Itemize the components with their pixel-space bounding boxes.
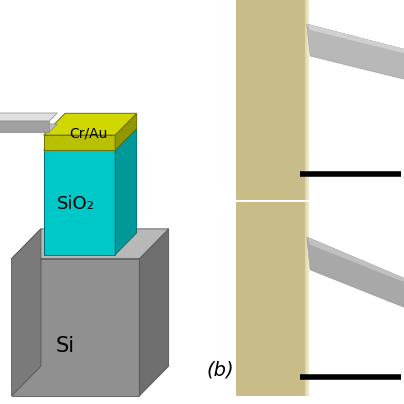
Polygon shape bbox=[307, 237, 404, 309]
Text: Si: Si bbox=[56, 337, 75, 356]
Polygon shape bbox=[12, 229, 168, 259]
Text: Cr/Au: Cr/Au bbox=[69, 126, 107, 141]
Polygon shape bbox=[307, 24, 404, 80]
Polygon shape bbox=[139, 229, 168, 396]
Polygon shape bbox=[307, 24, 404, 54]
Polygon shape bbox=[115, 128, 137, 255]
Polygon shape bbox=[0, 124, 57, 132]
Bar bbox=[305, 202, 309, 396]
Bar bbox=[236, 0, 307, 200]
Bar bbox=[236, 202, 307, 396]
Polygon shape bbox=[44, 135, 115, 150]
Polygon shape bbox=[44, 128, 137, 150]
Polygon shape bbox=[0, 113, 57, 121]
Bar bbox=[305, 0, 309, 200]
Polygon shape bbox=[115, 113, 137, 150]
Polygon shape bbox=[0, 121, 49, 132]
Text: SiO₂: SiO₂ bbox=[57, 195, 95, 213]
Polygon shape bbox=[307, 237, 404, 284]
Polygon shape bbox=[12, 229, 41, 396]
Polygon shape bbox=[12, 259, 139, 396]
Polygon shape bbox=[44, 113, 137, 135]
Polygon shape bbox=[44, 150, 115, 255]
Text: (b): (b) bbox=[206, 360, 234, 379]
